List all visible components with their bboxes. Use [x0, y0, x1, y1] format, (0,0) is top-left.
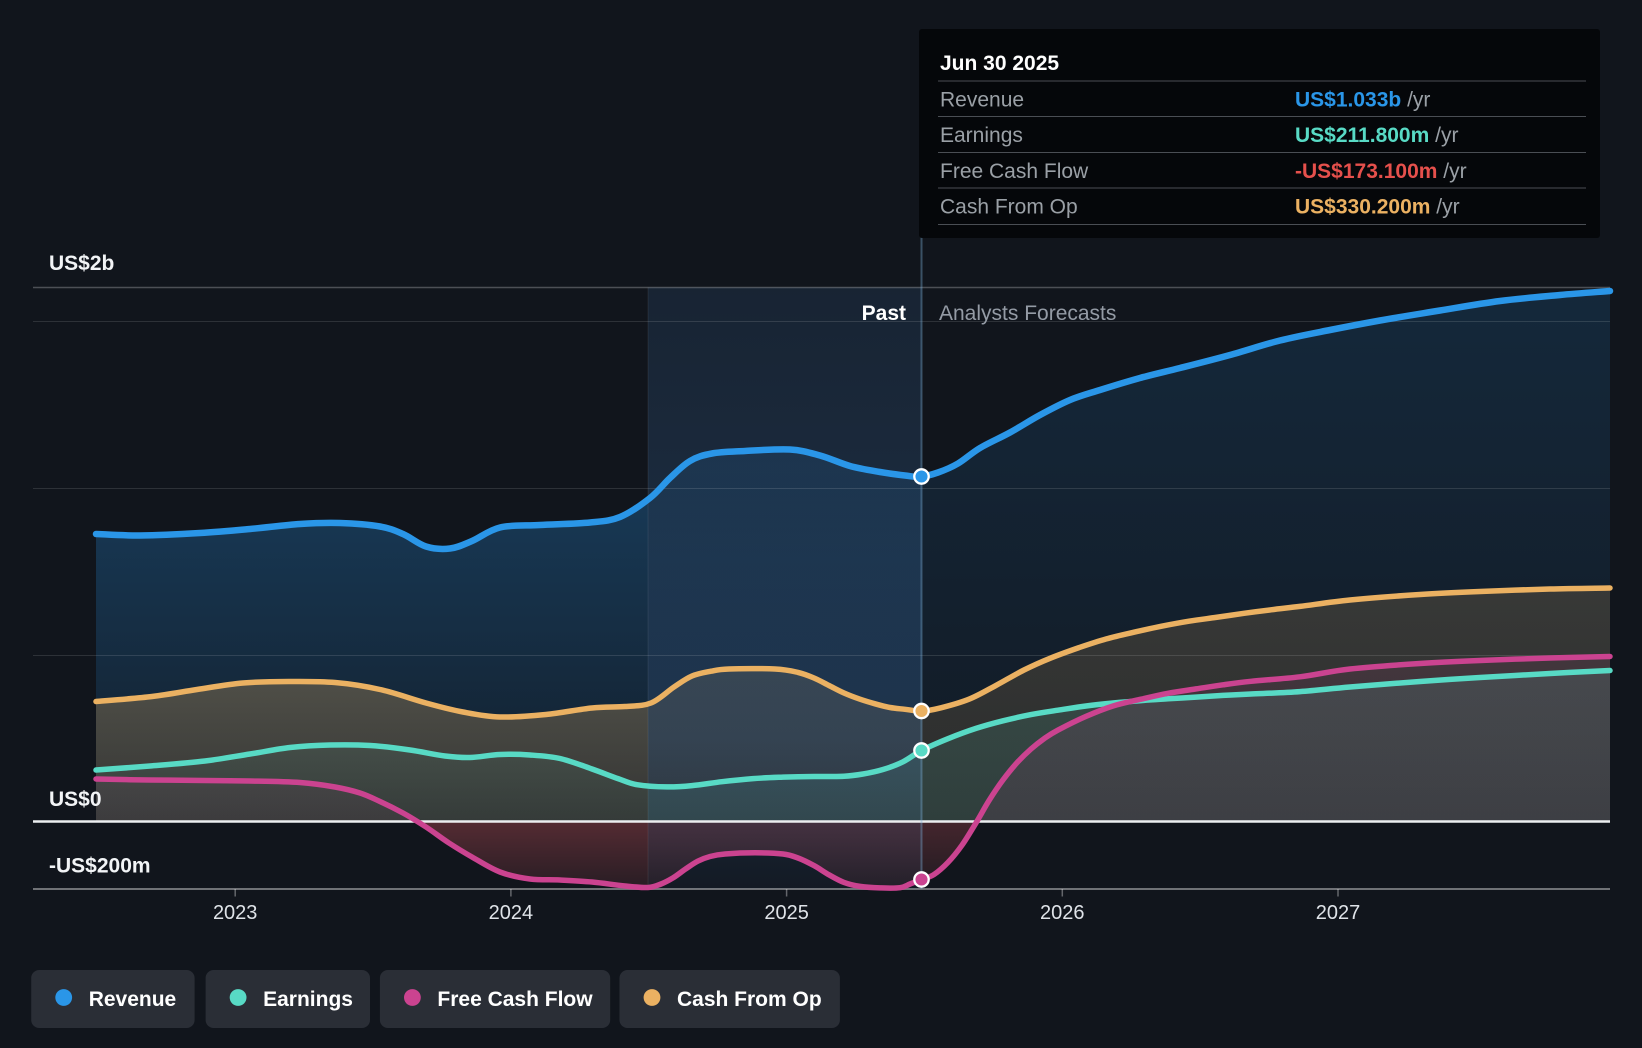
svg-text:Earnings: Earnings — [263, 988, 353, 1011]
svg-text:Revenue: Revenue — [89, 988, 177, 1011]
svg-text:-US$173.100m /yr: -US$173.100m /yr — [1295, 160, 1467, 183]
svg-text:US$330.200m /yr: US$330.200m /yr — [1295, 196, 1460, 219]
svg-text:Earnings: Earnings — [940, 124, 1023, 147]
svg-text:-US$200m: -US$200m — [49, 855, 151, 878]
svg-text:Free Cash Flow: Free Cash Flow — [940, 160, 1089, 183]
svg-text:US$2b: US$2b — [49, 252, 114, 275]
svg-text:2025: 2025 — [764, 902, 809, 924]
svg-text:2023: 2023 — [213, 902, 258, 924]
svg-text:Free Cash Flow: Free Cash Flow — [437, 988, 593, 1011]
svg-text:2024: 2024 — [489, 902, 534, 924]
svg-text:Cash From Op: Cash From Op — [677, 988, 822, 1011]
svg-text:US$1.033b /yr: US$1.033b /yr — [1295, 89, 1430, 112]
svg-text:2026: 2026 — [1040, 902, 1085, 924]
svg-text:Past: Past — [862, 302, 906, 325]
svg-text:Cash From Op: Cash From Op — [940, 196, 1078, 219]
svg-text:Jun 30 2025: Jun 30 2025 — [940, 52, 1059, 75]
svg-text:Revenue: Revenue — [940, 89, 1024, 112]
svg-text:US$211.800m /yr: US$211.800m /yr — [1295, 124, 1458, 147]
svg-text:2027: 2027 — [1316, 902, 1361, 924]
svg-text:Analysts Forecasts: Analysts Forecasts — [939, 302, 1116, 325]
svg-text:US$0: US$0 — [49, 788, 102, 811]
